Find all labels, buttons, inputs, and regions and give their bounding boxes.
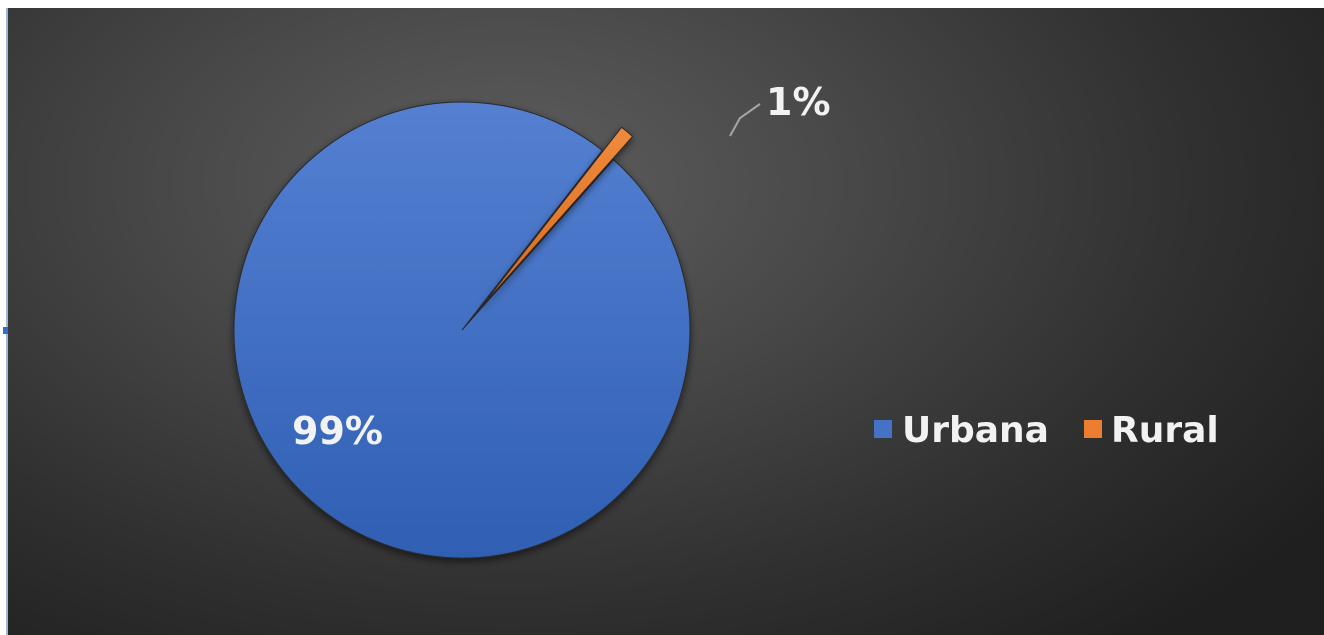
pie-chart-svg: 99% 1% Urbana Rural [233,80,1219,559]
legend-label-rural: Rural [1111,410,1219,451]
legend-swatch-rural [1084,420,1102,438]
selection-edge-line [6,8,8,635]
data-label-rural: 1% [766,80,831,124]
pie-slice-rural[interactable] [480,126,634,308]
legend-label-urbana: Urbana [902,410,1049,451]
leader-line-rural [729,103,761,137]
pie-slice-urbana[interactable] [233,101,691,559]
legend: Urbana Rural [874,410,1219,451]
legend-swatch-urbana [874,420,892,438]
data-label-urbana: 99% [292,409,383,453]
pie-slices [233,101,691,559]
chart-area[interactable]: 99% 1% Urbana Rural [8,8,1324,635]
resize-handle[interactable] [3,327,10,334]
pie-data-labels: 99% 1% [292,80,831,453]
